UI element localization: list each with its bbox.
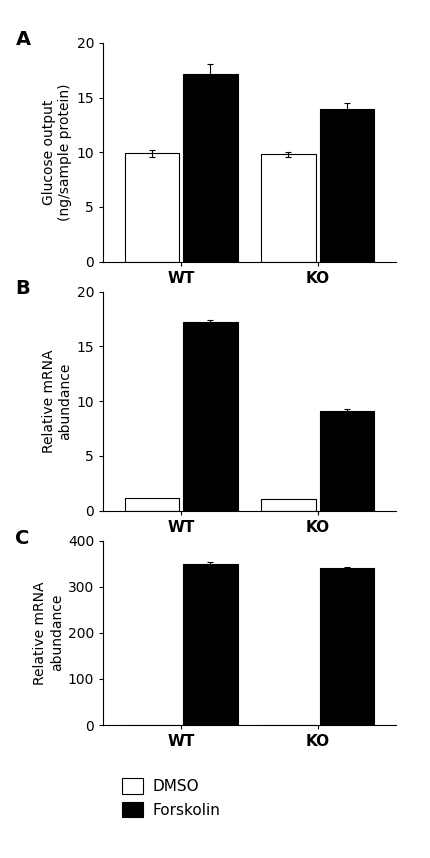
Bar [319,109,374,262]
Bar [125,154,179,262]
Bar [183,74,238,262]
Y-axis label: Relative mRNA
abundance: Relative mRNA abundance [42,349,72,453]
Text: B: B [15,279,30,298]
Text: C: C [15,529,30,548]
Bar [261,499,316,511]
Bar [319,411,374,511]
Y-axis label: Glucose output
(ng/sample protein): Glucose output (ng/sample protein) [42,83,72,221]
Bar [261,154,316,262]
Legend: DMSO, Forskolin: DMSO, Forskolin [122,778,220,818]
Bar [319,568,374,725]
Bar [125,498,179,511]
Bar [183,564,238,725]
Bar [183,323,238,511]
Text: A: A [15,30,31,49]
Y-axis label: Relative mRNA
abundance: Relative mRNA abundance [34,581,64,685]
